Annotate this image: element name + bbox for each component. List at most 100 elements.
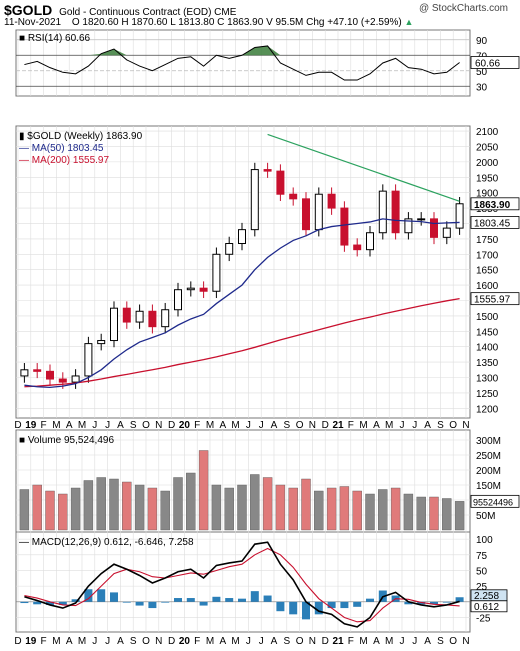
- macd-line: [24, 541, 460, 628]
- volume-bar: [416, 496, 426, 531]
- bottom-x-tick-label: J: [92, 636, 97, 647]
- macd-histogram-bar: [276, 601, 285, 612]
- price-x-tick-label: 21: [332, 420, 344, 431]
- volume-bar: [96, 477, 106, 531]
- price-x-tick-label: A: [117, 420, 124, 431]
- price-x-tick-label: A: [66, 420, 73, 431]
- price-x-tick-label: A: [373, 420, 380, 431]
- volume-bar: [147, 487, 158, 531]
- bottom-x-tick-label: A: [117, 636, 124, 647]
- volume-bar: [224, 487, 234, 531]
- bottom-x-tick-label: D: [322, 636, 329, 647]
- ma50-line: [24, 218, 460, 389]
- bottom-x-tick-label: M: [359, 636, 367, 647]
- macd-histogram-bar: [238, 598, 246, 602]
- ma50-last-value: 1803.45: [474, 218, 511, 229]
- price-tick-label: 1250: [476, 389, 499, 400]
- bottom-x-tick-label: D: [168, 636, 175, 647]
- rsi-line: [24, 45, 460, 81]
- price-candle-body: [250, 169, 259, 231]
- bottom-x-tick-label: S: [283, 636, 290, 647]
- symbol-label: $GOLD: [4, 2, 53, 18]
- volume-tick-label: 250M: [476, 451, 501, 462]
- macd-histogram-bar: [302, 601, 310, 620]
- price-x-tick-label: M: [231, 420, 239, 431]
- macd-histogram-bar: [225, 598, 234, 602]
- rsi-last-value: 60.66: [475, 58, 500, 69]
- price-candle-body: [327, 193, 336, 209]
- price-candle-body: [20, 369, 29, 377]
- volume-bar: [109, 478, 119, 531]
- macd-histogram-bar: [199, 601, 208, 606]
- bar-date: 11-Nov-2021: [4, 17, 62, 28]
- price-tick-label: 1400: [476, 343, 499, 354]
- macd-layer: [20, 541, 464, 628]
- macd-legend: — MACD(12,26,9) 0.612, -6.646, 7.258: [19, 537, 194, 548]
- price-candle-body: [122, 307, 131, 323]
- bottom-x-tick-label: J: [412, 636, 417, 647]
- date-ohlc-line: 11-Nov-2021 O 1820.60 H 1870.60 L 1813.8…: [4, 17, 413, 28]
- price-candle-body: [97, 340, 106, 345]
- volume-bar: [352, 490, 362, 531]
- price-x-tick-label: M: [385, 420, 393, 431]
- bottom-x-tick-label: F: [348, 636, 354, 647]
- macd-histogram-bar: [161, 601, 170, 603]
- price-tick-label: 2100: [476, 127, 499, 138]
- rsi-tick-label: 50: [476, 67, 488, 78]
- price-x-tick-label: O: [449, 420, 457, 431]
- price-candle-body: [340, 207, 349, 246]
- volume-bar: [70, 487, 81, 531]
- price-tick-label: 1350: [476, 358, 499, 369]
- bottom-x-tick-label: M: [385, 636, 393, 647]
- macd-histogram-bar: [417, 601, 426, 605]
- bottom-x-tick-label: J: [259, 636, 264, 647]
- macd-histogram-bar: [327, 601, 336, 609]
- triangle-up-icon: ▲: [404, 17, 414, 27]
- bottom-x-tick-label: S: [130, 636, 137, 647]
- legend-layer: ▮ $GOLD (Weekly) 1863.90— MA(50) 1803.45…: [19, 33, 194, 548]
- volume-bar: [378, 489, 388, 531]
- macd-tick-label: 25: [476, 582, 488, 593]
- ma200-last-value: 1555.97: [474, 295, 511, 306]
- price-last-value-box: [470, 197, 520, 211]
- macd-histogram-bar: [135, 601, 144, 606]
- ohlc-values: O 1820.60 H 1870.60 L 1813.80 C 1863.90 …: [71, 17, 402, 28]
- price-x-tick-label: M: [52, 420, 60, 431]
- price-x-tick-label: M: [206, 420, 214, 431]
- volume-bar: [211, 484, 222, 531]
- price-tick-label: 2050: [476, 142, 499, 153]
- bottom-x-tick-label: O: [296, 636, 304, 647]
- price-tick-label: 1700: [476, 250, 499, 261]
- price-x-tick-label: J: [400, 420, 405, 431]
- axes-layer: 9070503060.66120012501300135014001450150…: [14, 36, 520, 647]
- volume-tick-label: 150M: [476, 481, 501, 492]
- price-candle-body: [455, 203, 464, 229]
- price-candle-body: [442, 227, 451, 238]
- price-candle-body: [84, 343, 93, 377]
- price-x-tick-label: N: [155, 420, 162, 431]
- volume-bar: [403, 493, 414, 531]
- bottom-x-tick-label: M: [52, 636, 60, 647]
- price-candle-body: [71, 375, 80, 383]
- macd-histogram-bar: [340, 601, 349, 609]
- volume-bar: [250, 474, 260, 531]
- volume-tick-label: 50M: [476, 511, 495, 522]
- bottom-x-tick-label: N: [309, 636, 316, 647]
- volume-bar: [429, 496, 439, 531]
- price-legend-main: ▮ $GOLD (Weekly) 1863.90: [19, 131, 143, 142]
- price-candle-body: [353, 244, 362, 251]
- stockcharts-watermark: @ StockCharts.com: [418, 3, 508, 14]
- price-candle-body: [391, 190, 400, 234]
- price-candle-body: [148, 310, 157, 328]
- macd-histogram-bar: [212, 596, 221, 602]
- macd-histogram-bar: [366, 598, 374, 602]
- price-x-tick-label: M: [78, 420, 86, 431]
- macd-histogram-bar: [430, 601, 438, 605]
- volume-legend: ■ Volume 95,524,496: [19, 435, 114, 446]
- bottom-x-tick-label: A: [373, 636, 380, 647]
- volume-bar: [301, 478, 311, 531]
- price-legend-ma200: — MA(200) 1555.97: [19, 155, 109, 166]
- macd-histogram-bar: [455, 597, 464, 602]
